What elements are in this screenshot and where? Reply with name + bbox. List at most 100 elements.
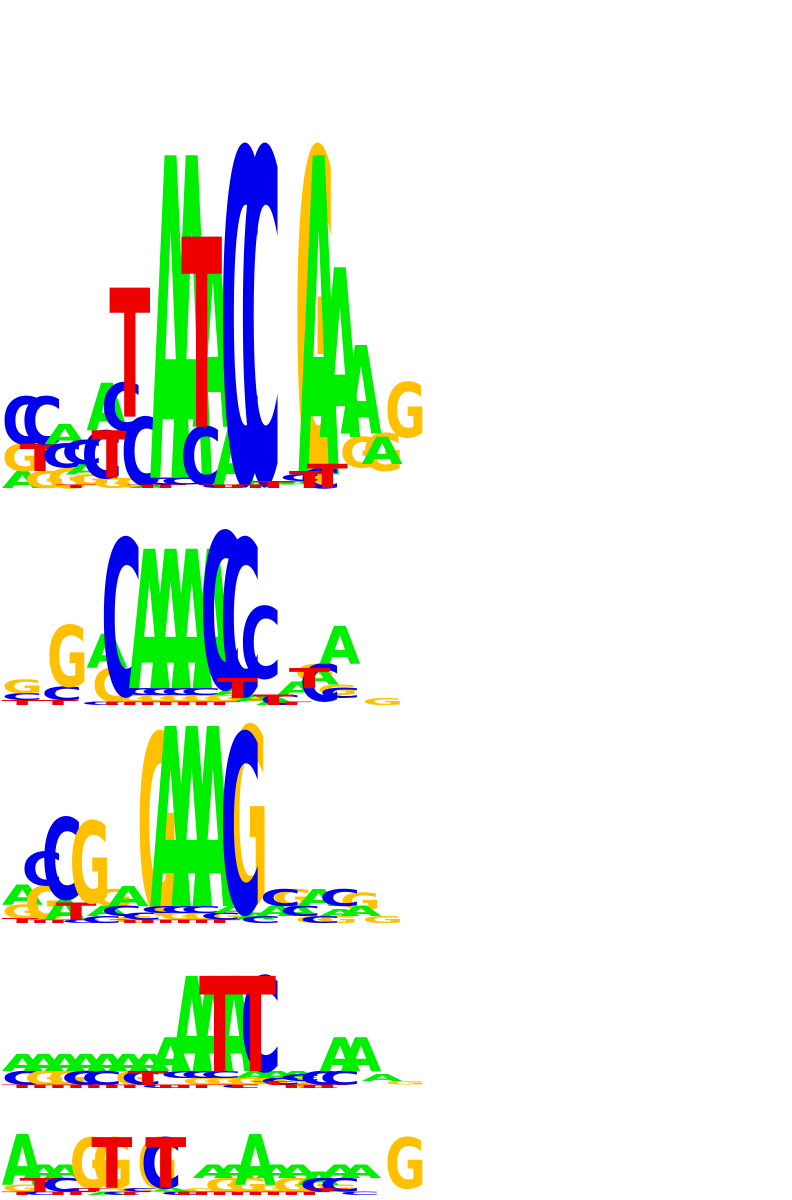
logo-letter-A: A <box>341 904 382 920</box>
logo-letter-C: C <box>320 1067 361 1089</box>
logo-letter-C: C <box>200 484 241 489</box>
logo-letter-G: G <box>70 801 111 930</box>
logo-letter-T: T <box>217 1084 258 1089</box>
logo-letter-T: T <box>289 1084 330 1089</box>
logo-letter-A: A <box>87 904 128 920</box>
logo-letter-G: G <box>160 911 201 922</box>
logo-letter-C: C <box>300 1067 341 1089</box>
logo-letter-C: C <box>121 400 162 508</box>
logo-letter-G: G <box>362 915 403 926</box>
logo-letter-A: A <box>298 1168 339 1190</box>
logo-letter-C: C <box>181 412 222 504</box>
logo-letter-T: T <box>2 699 43 707</box>
logo-letter-G: G <box>137 693 178 704</box>
logo-letter-G: G <box>70 472 111 488</box>
logo-letter-A: A <box>87 1191 128 1196</box>
logo-letter-A: A <box>108 1049 149 1076</box>
logo-letter-T: T <box>127 484 168 489</box>
logo-letter-A: A <box>192 678 233 966</box>
logo-letter-G: G <box>295 660 336 687</box>
logo-letter-T: T <box>55 484 96 489</box>
logo-letter-A: A <box>298 663 339 690</box>
logo-letter-A: A <box>277 1069 319 1080</box>
logo-letter-A: A <box>214 952 255 1103</box>
logo-letter-G: G <box>272 885 313 912</box>
logo-letter-A: A <box>319 220 360 492</box>
logo-letter-G: G <box>160 1191 201 1196</box>
logo-letter-G: G <box>2 676 43 698</box>
logo-letter-A: A <box>87 371 128 447</box>
logo-letter-T: T <box>145 484 186 489</box>
logo-letter-C: C <box>240 57 281 589</box>
logo-letter-G: G <box>340 888 381 915</box>
logo-letter-A: A <box>87 1049 128 1076</box>
logo-letter-G: G <box>2 901 43 923</box>
logo-letter-A: A <box>150 1028 191 1082</box>
logo-letter-T: T <box>181 919 222 924</box>
logo-letter-G: G <box>205 1174 246 1196</box>
logo-letter-A: A <box>341 322 382 463</box>
logo-letter-C: C <box>300 915 341 926</box>
logo-letter-C: C <box>141 904 182 915</box>
logo-letter-T: T <box>109 919 150 924</box>
logo-letter-G: G <box>92 659 133 713</box>
logo-letter-C: C <box>141 476 182 487</box>
logo-letter-C: C <box>101 1191 142 1196</box>
logo-letter-T: T <box>253 1080 294 1085</box>
logo-letter-A: A <box>171 512 212 734</box>
logo-letter-G: G <box>272 1076 313 1087</box>
logo-letter-T: T <box>20 437 61 480</box>
logo-letter-C: C <box>220 685 261 972</box>
logo-letter-T: T <box>91 701 132 706</box>
logo-letter-A: A <box>129 512 170 734</box>
logo-letter-T: T <box>307 1187 348 1192</box>
logo-letter-G: G <box>115 915 156 926</box>
logo-letter-T: T <box>181 1084 222 1089</box>
logo-letter-C: C <box>41 795 82 925</box>
logo-letter-A: A <box>319 618 361 677</box>
logo-letter-A: A <box>2 1119 43 1200</box>
logo-letter-A: A <box>235 911 277 922</box>
logo-letter-T: T <box>199 701 240 706</box>
logo-letter-C: C <box>161 476 202 487</box>
logo-letter-T: T <box>109 1084 150 1089</box>
logo-letter-A: A <box>129 484 170 489</box>
logo-letter-C: C <box>280 473 321 484</box>
logo-letter-G: G <box>295 58 336 589</box>
logo-letter-G: G <box>250 1076 291 1087</box>
logo-letter-T: T <box>145 919 186 924</box>
logo-letter-C: C <box>41 682 82 704</box>
logo-letter-A: A <box>171 678 212 966</box>
logo-letter-G: G <box>25 467 66 494</box>
logo-letter-T: T <box>163 919 204 924</box>
logo-letter-A: A <box>171 952 212 1103</box>
logo-letter-T: T <box>73 1187 114 1192</box>
logo-letter-T: T <box>38 699 79 707</box>
logo-letter-A: A <box>214 411 255 504</box>
logo-letter-A: A <box>214 904 256 915</box>
logo-letter-C: C <box>200 1069 241 1080</box>
logo-letter-A: A <box>256 904 297 920</box>
logo-letter-T: T <box>55 1191 96 1196</box>
logo-letter-C: C <box>61 434 102 472</box>
logo-letter-A: A <box>65 462 106 478</box>
logo-letter-A: A <box>2 1049 43 1076</box>
logo-letter-T: T <box>199 1191 240 1196</box>
logo-letter-G: G <box>227 1076 268 1087</box>
logo-letter-T: T <box>217 484 258 489</box>
logo-letter-G: G <box>47 1067 88 1089</box>
logo-letter-A: A <box>192 1161 233 1183</box>
logo-letter-A: A <box>319 1161 360 1183</box>
logo-letter-C: C <box>200 911 241 922</box>
logo-letter-A: A <box>256 480 297 485</box>
logo-letter-C: C <box>280 903 321 919</box>
logo-letter-G: G <box>137 1125 178 1200</box>
logo-letter-C: C <box>320 885 361 912</box>
logo-letter-A: A <box>192 952 233 1103</box>
logo-letter-T: T <box>181 701 222 706</box>
logo-letter-G: G <box>47 462 88 495</box>
logo-letter-C: C <box>220 57 261 589</box>
logo-letter-C: C <box>161 904 202 915</box>
logo-letter-A: A <box>214 686 256 697</box>
